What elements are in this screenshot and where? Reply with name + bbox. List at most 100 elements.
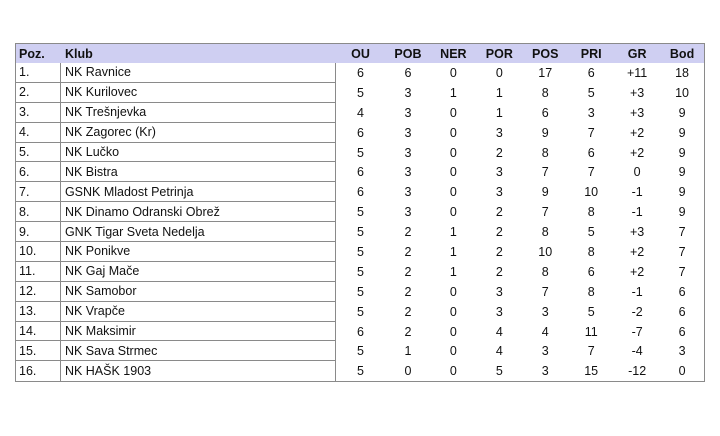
- cell-bod: 9: [678, 205, 686, 220]
- cell-gr: 0: [633, 165, 641, 180]
- cell-poz: 10.: [16, 242, 61, 262]
- cell-ner: 0: [449, 105, 457, 120]
- cell-pob: 2: [404, 244, 412, 259]
- table-row: 7. GSNK Mladost Petrinja 6 3 0 3 9 10 -1 9: [16, 182, 704, 203]
- header-por: POR: [485, 46, 513, 61]
- cell-por: 5: [495, 364, 503, 379]
- cell-poz: 1.: [16, 63, 61, 83]
- cell-pri: 8: [587, 244, 595, 259]
- table-row: 1. NK Ravnice 6 6 0 0 17 6 +11 18: [16, 63, 704, 83]
- cell-pri: 5: [587, 304, 595, 319]
- table-row: 11. NK Gaj Mače 5 2 1 2 8 6 +2 7: [16, 261, 704, 282]
- cell-gr: +3: [629, 225, 645, 240]
- cell-klub: NK Maksimir: [60, 321, 336, 342]
- cell-pri: 8: [587, 205, 595, 220]
- cell-ner: 0: [449, 364, 457, 379]
- cell-pri: 8: [587, 284, 595, 299]
- cell-poz: 5.: [16, 142, 61, 163]
- cell-ner: 0: [449, 344, 457, 359]
- cell-por: 3: [495, 165, 503, 180]
- cell-klub: NK Lučko: [60, 142, 336, 163]
- cell-klub: NK Dinamo Odranski Obrež: [60, 202, 336, 223]
- cell-gr: +2: [629, 145, 645, 160]
- cell-por: 3: [495, 284, 503, 299]
- cell-pri: 6: [587, 65, 595, 80]
- cell-pri: 3: [587, 105, 595, 120]
- cell-gr: -4: [631, 344, 643, 359]
- cell-poz: 3.: [16, 102, 61, 123]
- cell-klub: NK Sava Strmec: [60, 341, 336, 362]
- cell-por: 2: [495, 205, 503, 220]
- cell-gr: -7: [631, 324, 643, 339]
- cell-ou: 6: [357, 185, 364, 200]
- cell-pob: 2: [404, 225, 412, 240]
- cell-klub: GSNK Mladost Petrinja: [60, 182, 336, 203]
- table-row: 9. GNK Tigar Sveta Nedelja 5 2 1 2 8 5 +3 7: [16, 222, 704, 243]
- cell-pri: 6: [587, 145, 595, 160]
- cell-klub: NK Samobor: [60, 281, 336, 302]
- cell-ner: 0: [449, 125, 457, 140]
- cell-pos: 9: [541, 185, 549, 200]
- cell-pos: 3: [541, 364, 549, 379]
- table-row: 13. NK Vrapče 5 2 0 3 3 5 -2 6: [16, 301, 704, 322]
- cell-ner: 0: [449, 65, 457, 80]
- header-pri: PRI: [580, 46, 602, 61]
- cell-bod: 9: [678, 165, 686, 180]
- cell-bod: 0: [678, 364, 686, 379]
- cell-ner: 0: [449, 324, 457, 339]
- cell-gr: +3: [629, 85, 645, 100]
- cell-pri: 15: [584, 364, 599, 379]
- cell-klub: NK Kurilovec: [60, 82, 336, 103]
- cell-poz: 2.: [16, 82, 61, 103]
- table-row: 4. NK Zagorec (Kr) 6 3 0 3 9 7 +2 9: [16, 122, 704, 143]
- cell-poz: 7.: [16, 182, 61, 203]
- table-row: 3. NK Trešnjevka 4 3 0 1 6 3 +3 9: [16, 102, 704, 123]
- table-row: 8. NK Dinamo Odranski Obrež 5 3 0 2 7 8 -1 9: [16, 202, 704, 223]
- cell-pob: 0: [404, 364, 412, 379]
- cell-pri: 7: [587, 125, 595, 140]
- cell-gr: +2: [629, 244, 645, 259]
- cell-ou: 5: [357, 225, 364, 240]
- cell-por: 4: [495, 324, 503, 339]
- header-bod: Bod: [669, 46, 695, 61]
- cell-pos: 8: [541, 85, 549, 100]
- cell-pos: 8: [541, 264, 549, 279]
- cell-pob: 2: [404, 304, 412, 319]
- cell-gr: +11: [626, 65, 648, 80]
- cell-por: 1: [495, 105, 503, 120]
- cell-ner: 1: [449, 264, 457, 279]
- cell-bod: 7: [678, 244, 686, 259]
- cell-pos: 17: [538, 65, 553, 80]
- cell-gr: -1: [631, 284, 643, 299]
- cell-por: 4: [495, 344, 503, 359]
- cell-ner: 0: [449, 304, 457, 319]
- cell-bod: 18: [675, 65, 690, 80]
- cell-pob: 3: [404, 145, 412, 160]
- cell-pri: 7: [587, 344, 595, 359]
- header-klub: Klub: [64, 46, 93, 61]
- cell-ner: 0: [449, 205, 457, 220]
- cell-poz: 6.: [16, 162, 61, 183]
- cell-por: 2: [495, 145, 503, 160]
- cell-ner: 1: [449, 244, 457, 259]
- cell-bod: 9: [678, 125, 686, 140]
- cell-klub: NK Bistra: [60, 162, 336, 183]
- cell-pos: 10: [538, 244, 553, 259]
- cell-klub: NK HAŠK 1903: [61, 361, 336, 382]
- cell-pos: 8: [541, 225, 549, 240]
- cell-pob: 6: [404, 65, 412, 80]
- cell-ou: 5: [357, 344, 364, 359]
- cell-por: 3: [495, 185, 503, 200]
- header-pob: POB: [394, 46, 422, 61]
- cell-pob: 3: [404, 125, 412, 140]
- cell-pri: 5: [587, 225, 595, 240]
- table-row: 16. NK HAŠK 1903 5 0 0 5 3 15 -12 0: [16, 361, 704, 382]
- cell-poz: 15.: [16, 341, 61, 362]
- header-ou: OU: [351, 46, 370, 61]
- cell-ner: 0: [449, 145, 457, 160]
- cell-ou: 5: [357, 284, 364, 299]
- cell-ner: 0: [449, 165, 457, 180]
- cell-ou: 5: [357, 304, 364, 319]
- cell-pri: 10: [584, 185, 599, 200]
- header-row: Poz. Klub OU POB NER POR POS PRI GR Bod: [16, 44, 704, 63]
